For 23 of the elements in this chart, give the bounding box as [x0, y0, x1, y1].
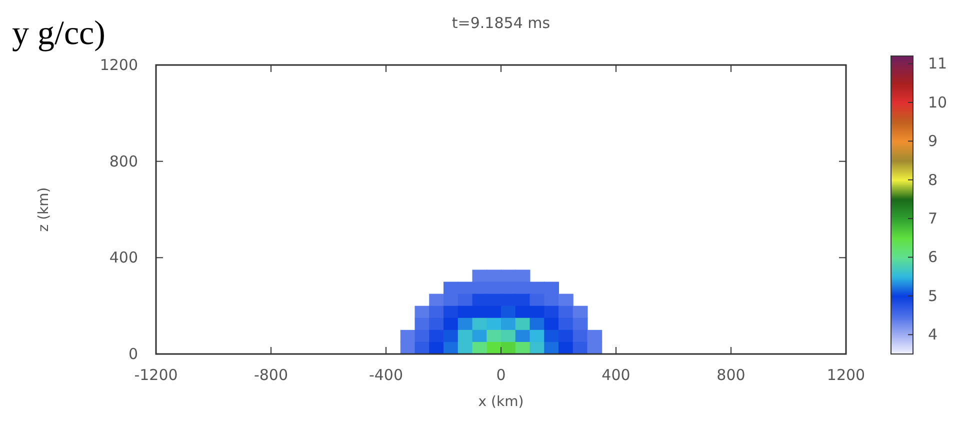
x-tick-label: 1200: [826, 366, 866, 384]
color-bar-label: 6: [928, 248, 938, 266]
color-bar-label: 11: [928, 54, 948, 73]
color-bar-label: 10: [928, 93, 948, 112]
y-tick-label: 0: [128, 345, 138, 363]
x-axis-title: x (km): [478, 394, 524, 410]
y-tick-label: 400: [109, 248, 138, 267]
y-tick-label: 1200: [100, 56, 138, 74]
chart-title: t=9.1854 ms: [452, 14, 550, 32]
color-bar-label: 8: [928, 170, 938, 189]
x-tick-label: -400: [368, 366, 404, 384]
y-axis-title: z (km): [36, 187, 52, 232]
x-tick-label: -1200: [134, 366, 178, 384]
x-tick-label: -800: [254, 366, 288, 384]
color-bar-label: 7: [928, 210, 938, 228]
color-bar-label: 5: [928, 286, 938, 305]
x-tick-label: 800: [716, 366, 746, 384]
x-tick-label: 0: [496, 366, 506, 384]
x-tick-label: 400: [602, 366, 630, 384]
y-tick-label: 800: [109, 152, 138, 170]
color-bar-label: 4: [928, 326, 938, 344]
text: y g/cc): [12, 15, 106, 52]
color-bar-label: 9: [928, 132, 938, 150]
